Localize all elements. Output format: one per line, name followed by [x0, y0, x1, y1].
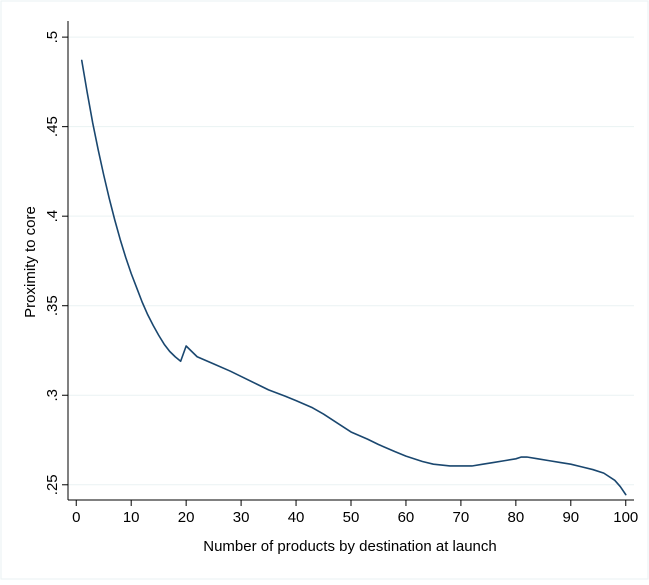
y-tick-label: .45 [44, 116, 61, 137]
x-tick-label: 0 [72, 509, 80, 526]
y-tick-label: .4 [44, 210, 61, 223]
x-axis-label: Number of products by destination at lau… [203, 538, 497, 555]
y-axis-ticks: .25 .3 .35 .4 .45 .5 [44, 31, 68, 495]
x-tick-label: 20 [178, 509, 195, 526]
y-tick-label: .3 [44, 389, 61, 402]
y-tick-label: .5 [44, 31, 61, 44]
x-tick-label: 80 [508, 509, 525, 526]
y-axis-label: Proximity to core [22, 206, 39, 318]
x-tick-label: 30 [233, 509, 250, 526]
x-tick-label: 40 [288, 509, 305, 526]
x-tick-label: 70 [453, 509, 470, 526]
y-tick-label: .35 [44, 295, 61, 316]
x-tick-label: 60 [398, 509, 415, 526]
y-tick-label: .25 [44, 474, 61, 495]
x-axis-ticks: 0 10 20 30 40 50 60 70 80 90 100 [72, 500, 638, 526]
x-tick-label: 10 [123, 509, 140, 526]
x-tick-label: 90 [562, 509, 579, 526]
x-tick-label: 50 [343, 509, 360, 526]
series-line [80, 59, 627, 496]
gridlines [68, 36, 634, 486]
x-tick-label: 100 [613, 509, 638, 526]
